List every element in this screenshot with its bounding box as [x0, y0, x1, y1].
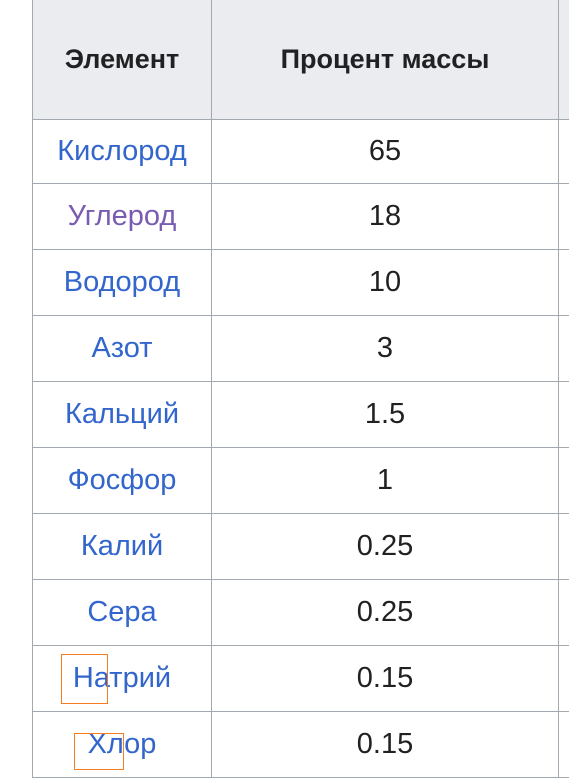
percent-cell: 0.25 — [211, 512, 559, 580]
element-cell: Азот — [32, 314, 212, 382]
element-link-nitrogen[interactable]: Азот — [91, 331, 153, 364]
element-link-sulfur[interactable]: Сера — [87, 595, 157, 628]
table-row: Хлор 0.15 — [32, 710, 569, 778]
next-cell — [558, 446, 569, 514]
element-cell: Натрий — [32, 644, 212, 712]
element-link-potassium[interactable]: Калий — [80, 529, 164, 562]
next-cell — [558, 644, 569, 712]
percent-cell: 3 — [211, 314, 559, 382]
table-row: Натрий 0.15 — [32, 644, 569, 712]
element-cell: Фосфор — [32, 446, 212, 514]
percent-cell: 1 — [211, 446, 559, 514]
table-row: Кислород 65 — [32, 118, 569, 184]
element-link-calcium[interactable]: Кальций — [64, 397, 180, 430]
table-row: Кальций 1.5 — [32, 380, 569, 448]
element-mass-table: Элемент Процент массы Кислород 65 Углеро… — [32, 0, 569, 778]
element-cell: Сера — [32, 578, 212, 646]
element-link-chlorine[interactable]: Хлор — [87, 727, 157, 760]
table-row: Азот 3 — [32, 314, 569, 382]
element-link-oxygen[interactable]: Кислород — [57, 134, 187, 167]
next-cell — [558, 118, 569, 184]
element-link-phosphorus[interactable]: Фосфор — [67, 463, 177, 496]
table-row: Углерод 18 — [32, 182, 569, 250]
element-cell: Калий — [32, 512, 212, 580]
element-cell: Водород — [32, 248, 212, 316]
percent-cell: 0.15 — [211, 644, 559, 712]
percent-cell: 1.5 — [211, 380, 559, 448]
table-header-row: Элемент Процент массы — [32, 0, 569, 120]
table-row: Водород 10 — [32, 248, 569, 316]
percent-cell: 65 — [211, 118, 559, 184]
next-cell — [558, 248, 569, 316]
next-cell — [558, 578, 569, 646]
element-cell: Кальций — [32, 380, 212, 448]
percent-cell: 10 — [211, 248, 559, 316]
header-next-column — [558, 0, 569, 120]
next-cell — [558, 182, 569, 250]
next-cell — [558, 710, 569, 778]
next-cell — [558, 314, 569, 382]
element-link-hydrogen[interactable]: Водород — [63, 265, 181, 298]
percent-cell: 18 — [211, 182, 559, 250]
table-row: Калий 0.25 — [32, 512, 569, 580]
header-element[interactable]: Элемент — [32, 0, 212, 120]
header-mass-percent[interactable]: Процент массы — [211, 0, 559, 120]
next-cell — [558, 512, 569, 580]
table-row: Сера 0.25 — [32, 578, 569, 646]
percent-cell: 0.25 — [211, 578, 559, 646]
element-link-carbon[interactable]: Углерод — [67, 199, 177, 232]
element-cell: Углерод — [32, 182, 212, 250]
element-link-sodium[interactable]: Натрий — [72, 661, 172, 694]
next-cell — [558, 380, 569, 448]
percent-cell: 0.15 — [211, 710, 559, 778]
table-row: Фосфор 1 — [32, 446, 569, 514]
element-cell: Кислород — [32, 118, 212, 184]
element-cell: Хлор — [32, 710, 212, 778]
